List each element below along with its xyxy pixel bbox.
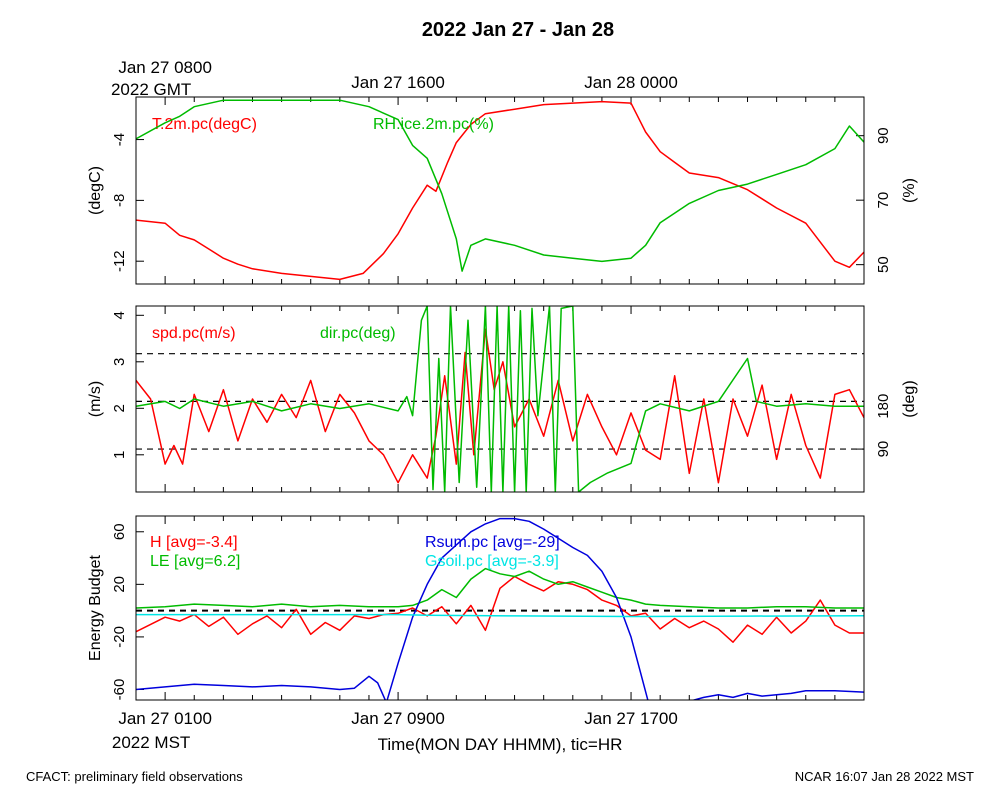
y-tick-label-left: -12 bbox=[111, 250, 128, 272]
footer-right: NCAR 16:07 Jan 28 2022 MST bbox=[795, 769, 974, 784]
panel-temp-rh: -4 -8 -12 90 70 50 (%) (degC) T.2m.pc(degC) RH.ic… bbox=[87, 96, 918, 285]
y-tick-label-right: 50 bbox=[875, 256, 892, 273]
x-axis-label: Time(MON DAY HHMM), tic=HR bbox=[378, 735, 623, 754]
rh-ice-2m-pc-line bbox=[136, 99, 864, 272]
top-tick-sublabel: 2022 GMT bbox=[111, 80, 191, 99]
y-tick-label-left: 4 bbox=[111, 311, 128, 319]
top-tick-label: Jan 27 0800 bbox=[118, 58, 212, 77]
y-axis-label-left: Energy Budget bbox=[87, 555, 104, 661]
legend-label: RH.ice.2m.pc(%) bbox=[373, 116, 494, 133]
y-axis-label-right: (%) bbox=[901, 178, 918, 203]
y-tick-label-left: 20 bbox=[111, 576, 128, 593]
y-tick-label-left: 2 bbox=[111, 404, 128, 412]
y-tick-label-left: -60 bbox=[111, 679, 128, 701]
legend-label: Gsoil.pc [avg=-3.9] bbox=[425, 553, 559, 570]
panel-frame bbox=[135, 515, 865, 701]
y-tick-label-right: 180 bbox=[875, 394, 892, 419]
top-tick-label: Jan 27 1600 bbox=[351, 73, 445, 92]
y-tick-label-left: 60 bbox=[111, 523, 128, 540]
bottom-tick-sublabel: 2022 MST bbox=[112, 733, 190, 752]
y-tick-label-right: 90 bbox=[875, 441, 892, 458]
y-tick-label-right: 90 bbox=[875, 127, 892, 144]
footer-left: CFACT: preliminary field observations bbox=[26, 769, 243, 784]
y-tick-label-right: 70 bbox=[875, 192, 892, 209]
panel-wind: 4 3 2 1 180 90 (deg) (m/s) spd.pc(m/s) dir.pc(deg… bbox=[87, 305, 918, 493]
panel-frame bbox=[135, 96, 865, 285]
y-axis-label-left: (m/s) bbox=[87, 381, 104, 417]
dir-pc-deg-line bbox=[136, 306, 864, 492]
t-2m-pc-degc-line bbox=[136, 100, 864, 281]
rsum-pc-line bbox=[136, 517, 864, 700]
y-tick-label-left: 1 bbox=[111, 451, 128, 459]
panel-energy: 60 20 -20 -60 Energy Budget H [avg=-3.4] LE [a… bbox=[87, 515, 865, 701]
legend-label: Rsum.pc [avg=-29] bbox=[425, 534, 560, 551]
bottom-tick-label: Jan 27 1700 bbox=[584, 709, 678, 728]
y-tick-label-left: -8 bbox=[111, 194, 128, 207]
y-axis-label-left: (degC) bbox=[87, 166, 104, 215]
bottom-axis-labels: Jan 27 0100 2022 MST Jan 27 0900 Jan 27 170… bbox=[112, 709, 678, 752]
y-tick-label-left: -4 bbox=[111, 133, 128, 146]
gsoil-pc-line bbox=[136, 613, 864, 618]
h-line bbox=[136, 575, 864, 643]
y-axis-label-right: (deg) bbox=[901, 380, 918, 417]
y-tick-label-left: 3 bbox=[111, 358, 128, 366]
top-tick-label: Jan 28 0000 bbox=[584, 73, 678, 92]
bottom-tick-label: Jan 27 0100 bbox=[118, 709, 212, 728]
legend-label: dir.pc(deg) bbox=[320, 325, 396, 342]
bottom-tick-label: Jan 27 0900 bbox=[351, 709, 445, 728]
y-tick-label-left: -20 bbox=[111, 626, 128, 648]
legend-label: LE [avg=6.2] bbox=[150, 553, 240, 570]
top-axis-labels: Jan 27 0800 2022 GMT Jan 27 1600 Jan 28 000… bbox=[111, 58, 678, 99]
panel-frame bbox=[135, 305, 865, 493]
chart-title: 2022 Jan 27 - Jan 28 bbox=[422, 19, 614, 41]
legend-label: spd.pc(m/s) bbox=[152, 325, 236, 342]
legend-label: H [avg=-3.4] bbox=[150, 534, 238, 551]
legend-label: T.2m.pc(degC) bbox=[152, 116, 257, 133]
le-line bbox=[136, 567, 864, 609]
